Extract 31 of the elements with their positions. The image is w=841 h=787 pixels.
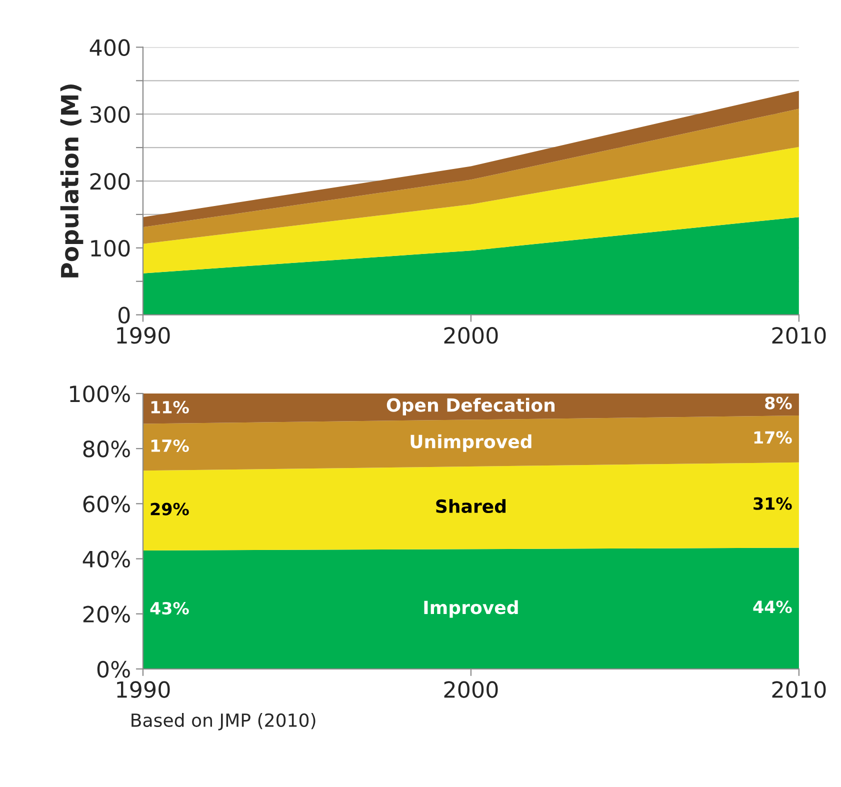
y-tick-label: 100% (70, 385, 130, 402)
data-label: 29% (150, 502, 189, 516)
x-tick-label: 2010 (772, 681, 826, 698)
x-tick-label: 1990 (117, 327, 170, 344)
x-tick-label: 2010 (772, 327, 826, 344)
data-label: 17% (151, 439, 189, 452)
data-label: 17% (754, 431, 792, 444)
y-tick-label: 40% (82, 550, 130, 568)
y-tick-label: 0 (118, 306, 130, 324)
series-label: Unimproved (410, 434, 532, 452)
data-label: 43% (150, 602, 189, 615)
data-label: 11% (151, 400, 189, 414)
y-axis-title: Population (M) (60, 84, 84, 278)
data-label: 44% (753, 600, 792, 614)
series-label: Open Defecation (386, 398, 555, 416)
text: Based on JMP (2010) (132, 713, 316, 730)
y-tick-label: 200 (90, 172, 130, 190)
data-label: 31% (754, 497, 792, 510)
y-tick-label: 20% (83, 606, 130, 623)
x-tick-label: 1990 (117, 681, 170, 698)
y-tick-label: 400 (90, 39, 130, 56)
series-label: Improved (424, 600, 518, 618)
y-tick-label: 0% (97, 660, 130, 678)
series-label: Shared (436, 499, 506, 514)
y-tick-label: 100 (91, 240, 130, 257)
x-tick-label: 2000 (444, 327, 498, 344)
data-label: 8% (765, 396, 792, 410)
x-tick-label: 2000 (444, 681, 498, 698)
y-tick-label: 60% (83, 496, 130, 512)
y-tick-label: 300 (90, 106, 130, 123)
y-tick-label: 80% (83, 440, 130, 458)
